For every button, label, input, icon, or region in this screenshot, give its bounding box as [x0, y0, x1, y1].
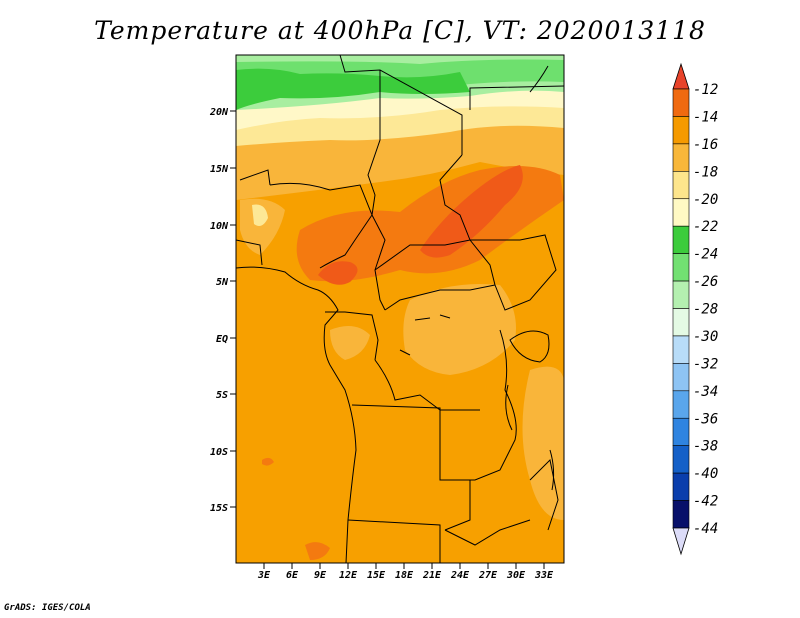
- colorbar-label: -18: [693, 164, 718, 180]
- colorbar-labels: -12 -14 -16 -18 -20 -22 -24 -26 -28 -30 -32 -34 -36 -…: [693, 82, 718, 537]
- boundary-egypt-sudan: [469, 85, 564, 110]
- lake-victoria: [509, 330, 550, 363]
- colorbar-swatch: [672, 500, 690, 529]
- lon-label: 21E: [422, 570, 442, 581]
- lat-label: 5S: [216, 390, 228, 401]
- lat-label: 15N: [210, 164, 229, 175]
- colorbar-swatches: [672, 88, 690, 529]
- colorbar-swatch: [672, 116, 690, 145]
- colorbar-bottom-arrow: [672, 527, 690, 556]
- colorbar-swatch: [672, 225, 690, 254]
- colorbar-label: -22: [693, 219, 718, 235]
- colorbar-label: -28: [693, 302, 718, 318]
- colorbar-label: -36: [693, 411, 718, 427]
- boundary-mozambique: [529, 458, 559, 531]
- longitude-axis: 3E 6E 9E 12E 15E 18E 21E 24E 27E 30E 33E: [257, 563, 554, 581]
- boundary-south-sudan: [470, 234, 557, 311]
- colorbar-label: -14: [693, 109, 718, 125]
- light-region-congo: [403, 284, 516, 375]
- colorbar-swatch: [672, 280, 690, 309]
- lon-label: 24E: [450, 570, 470, 581]
- lat-label: 10S: [210, 447, 228, 458]
- coast-red-sea: [529, 65, 549, 93]
- lake-tanganyika: [505, 384, 513, 431]
- warm-patch-nigeria: [318, 261, 358, 285]
- lon-label: 27E: [478, 570, 498, 581]
- cream-spot-west: [252, 204, 268, 226]
- colorbar-swatch: [672, 198, 690, 227]
- warm-spot-southwest: [305, 542, 330, 560]
- colorbar-label: -16: [693, 137, 718, 153]
- lon-label: 9E: [314, 570, 327, 581]
- colorbar-label: -40: [693, 466, 718, 482]
- colorbar-label: -44: [693, 521, 718, 537]
- colorbar-label: -12: [693, 82, 718, 98]
- colorbar-swatch: [672, 390, 690, 419]
- lon-label: 33E: [534, 570, 554, 581]
- colorbar-label: -42: [693, 494, 718, 510]
- map-title: Temperature at 400hPa [C], VT: 202001311…: [94, 16, 706, 45]
- lat-label: EQ: [216, 334, 228, 345]
- boundary-car: [374, 239, 496, 286]
- colorbar: -12 -14 -16 -18 -20 -22 -24 -26 -28 -30 -32 -34 -36 -…: [672, 62, 718, 556]
- lon-label: 6E: [286, 570, 299, 581]
- boundary-congo-drc: [384, 284, 496, 311]
- colorbar-label: -20: [693, 192, 718, 208]
- colorbar-label: -26: [693, 274, 718, 290]
- boundary-west-africa: [236, 169, 271, 266]
- lat-label: 5N: [216, 277, 229, 288]
- colorbar-swatch: [672, 335, 690, 364]
- colorbar-swatch: [672, 445, 690, 474]
- colorbar-swatch: [672, 472, 690, 501]
- latitude-axis: 20N 15N 10N 5N EQ 5S 10S 15S: [209, 107, 236, 514]
- colorbar-swatch: [672, 143, 690, 172]
- colorbar-label: -32: [693, 356, 718, 372]
- boundary-gabon: [325, 311, 379, 361]
- credit-text: GrADS: IGES/COLA: [4, 603, 91, 613]
- boundary-angola: [351, 404, 471, 531]
- colorbar-label: -24: [693, 247, 718, 263]
- warm-spot-south-atlantic: [262, 457, 274, 466]
- colorbar-swatch: [672, 417, 690, 446]
- lon-label: 12E: [339, 570, 358, 581]
- colorbar-label: -34: [693, 384, 718, 400]
- colorbar-swatch: [672, 88, 690, 117]
- band-green-light-top: [236, 55, 564, 64]
- lon-label: 3E: [257, 570, 271, 581]
- colorbar-swatch: [672, 308, 690, 337]
- boundary-drc-west: [374, 359, 480, 411]
- light-region-west: [240, 198, 285, 255]
- light-region-gabon: [330, 326, 370, 360]
- lat-label: 20N: [209, 107, 229, 118]
- boundary-niger-chad: [367, 70, 381, 216]
- coastline-west-africa: [236, 266, 357, 563]
- colorbar-top-arrow: [672, 62, 690, 90]
- colorbar-swatch: [672, 253, 690, 282]
- colorbar-swatch: [672, 171, 690, 200]
- boundary-chad-sudan: [439, 154, 471, 241]
- map-frame: [235, 54, 565, 564]
- boundaries: [236, 55, 564, 563]
- lat-label: 15S: [210, 503, 228, 514]
- band-green-dark: [236, 68, 470, 110]
- colorbar-label: -38: [693, 439, 718, 455]
- boundary-namibia: [347, 519, 441, 563]
- lon-label: 15E: [367, 570, 386, 581]
- colorbar-label: -30: [693, 329, 718, 345]
- river-congo-marks: [399, 314, 451, 356]
- warm-patch-sudan: [420, 165, 523, 258]
- lon-label: 30E: [506, 570, 526, 581]
- temperature-field: [236, 55, 564, 563]
- lake-malawi: [549, 449, 555, 491]
- lon-label: 18E: [395, 570, 414, 581]
- lat-label: 10N: [210, 221, 229, 232]
- colorbar-swatch: [672, 363, 690, 392]
- boundary-zambia: [444, 519, 531, 546]
